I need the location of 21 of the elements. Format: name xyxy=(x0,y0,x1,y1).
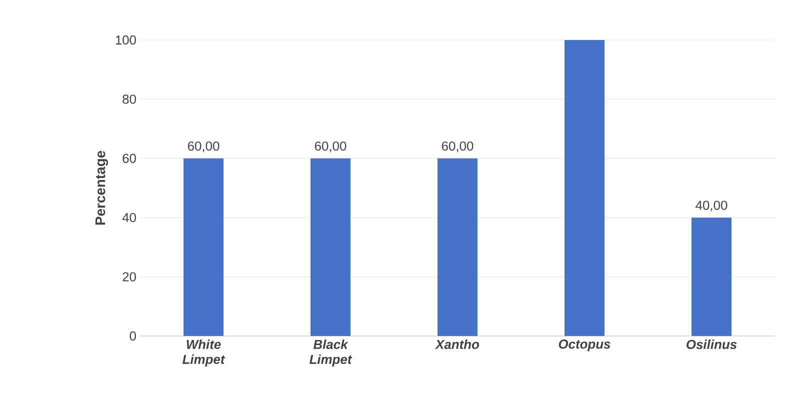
data-label: 60,00 xyxy=(314,141,346,152)
bar xyxy=(310,158,351,336)
y-tick-label: 40 xyxy=(122,213,136,222)
bar xyxy=(184,158,224,336)
data-label: 40,00 xyxy=(696,200,728,212)
y-tick-label: 0 xyxy=(130,331,136,341)
y-axis-title: Percentage xyxy=(95,150,108,225)
x-tick-label: Octopus xyxy=(558,340,610,352)
x-tick-label: Xantho xyxy=(434,340,480,350)
x-tick-label: Black Limpet xyxy=(310,340,352,367)
data-label: 60,00 xyxy=(188,141,220,152)
bar xyxy=(692,218,732,336)
data-label: 60,00 xyxy=(442,141,474,152)
bar xyxy=(438,158,478,336)
y-tick-label: 100 xyxy=(116,35,136,45)
x-tick-label: White Limpet xyxy=(182,340,226,367)
y-tick-label: 60 xyxy=(122,154,136,163)
y-tick-label: 80 xyxy=(122,94,136,104)
x-tick-label: Osilinus xyxy=(686,340,737,350)
bar xyxy=(564,40,605,336)
y-tick-label: 20 xyxy=(122,272,136,282)
